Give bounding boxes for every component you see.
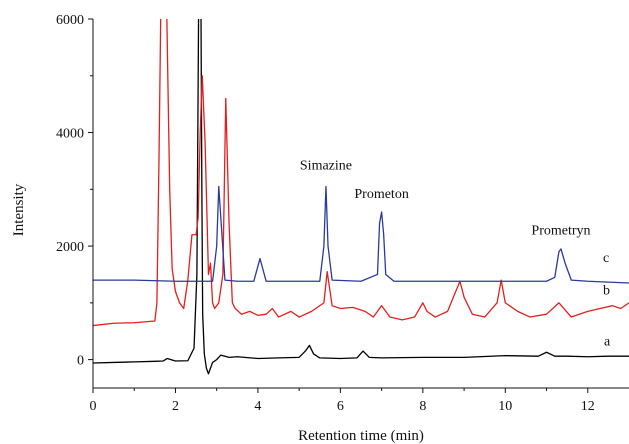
y-tick-label: 0 [77,354,84,369]
series-layer [93,19,629,375]
series-line-b [93,19,629,327]
x-tick-label: 4 [254,399,261,414]
series-label-a: a [604,334,611,349]
series-line-a [93,19,629,375]
x-axis-label: Retention time (min) [298,428,424,444]
x-tick-label: 10 [498,399,512,414]
x-tick-label: 2 [172,399,179,414]
x-tick-label: 8 [419,399,426,414]
x-tick-label: 6 [337,399,344,414]
y-tick-label: 4000 [56,127,84,142]
series-label-c: c [603,251,609,266]
series-line-c [93,185,629,284]
peak-annotation: Prometon [354,187,408,202]
peak-annotation: Simazine [300,158,352,173]
labels-layer: Retention time (min) Intensity [11,183,424,444]
x-tick-label: 12 [581,399,595,414]
x-tick-label: 0 [90,399,97,414]
y-tick-label: 2000 [56,240,84,255]
series-label-b: b [603,283,610,298]
ticks-layer: 0 2 4 6 8 10 12 0 2000 4000 6000 [56,13,595,414]
peak-annotation: Prometryn [531,224,590,239]
y-axis-label: Intensity [11,183,27,236]
axes-layer [92,19,629,389]
y-tick-label: 6000 [56,13,84,28]
